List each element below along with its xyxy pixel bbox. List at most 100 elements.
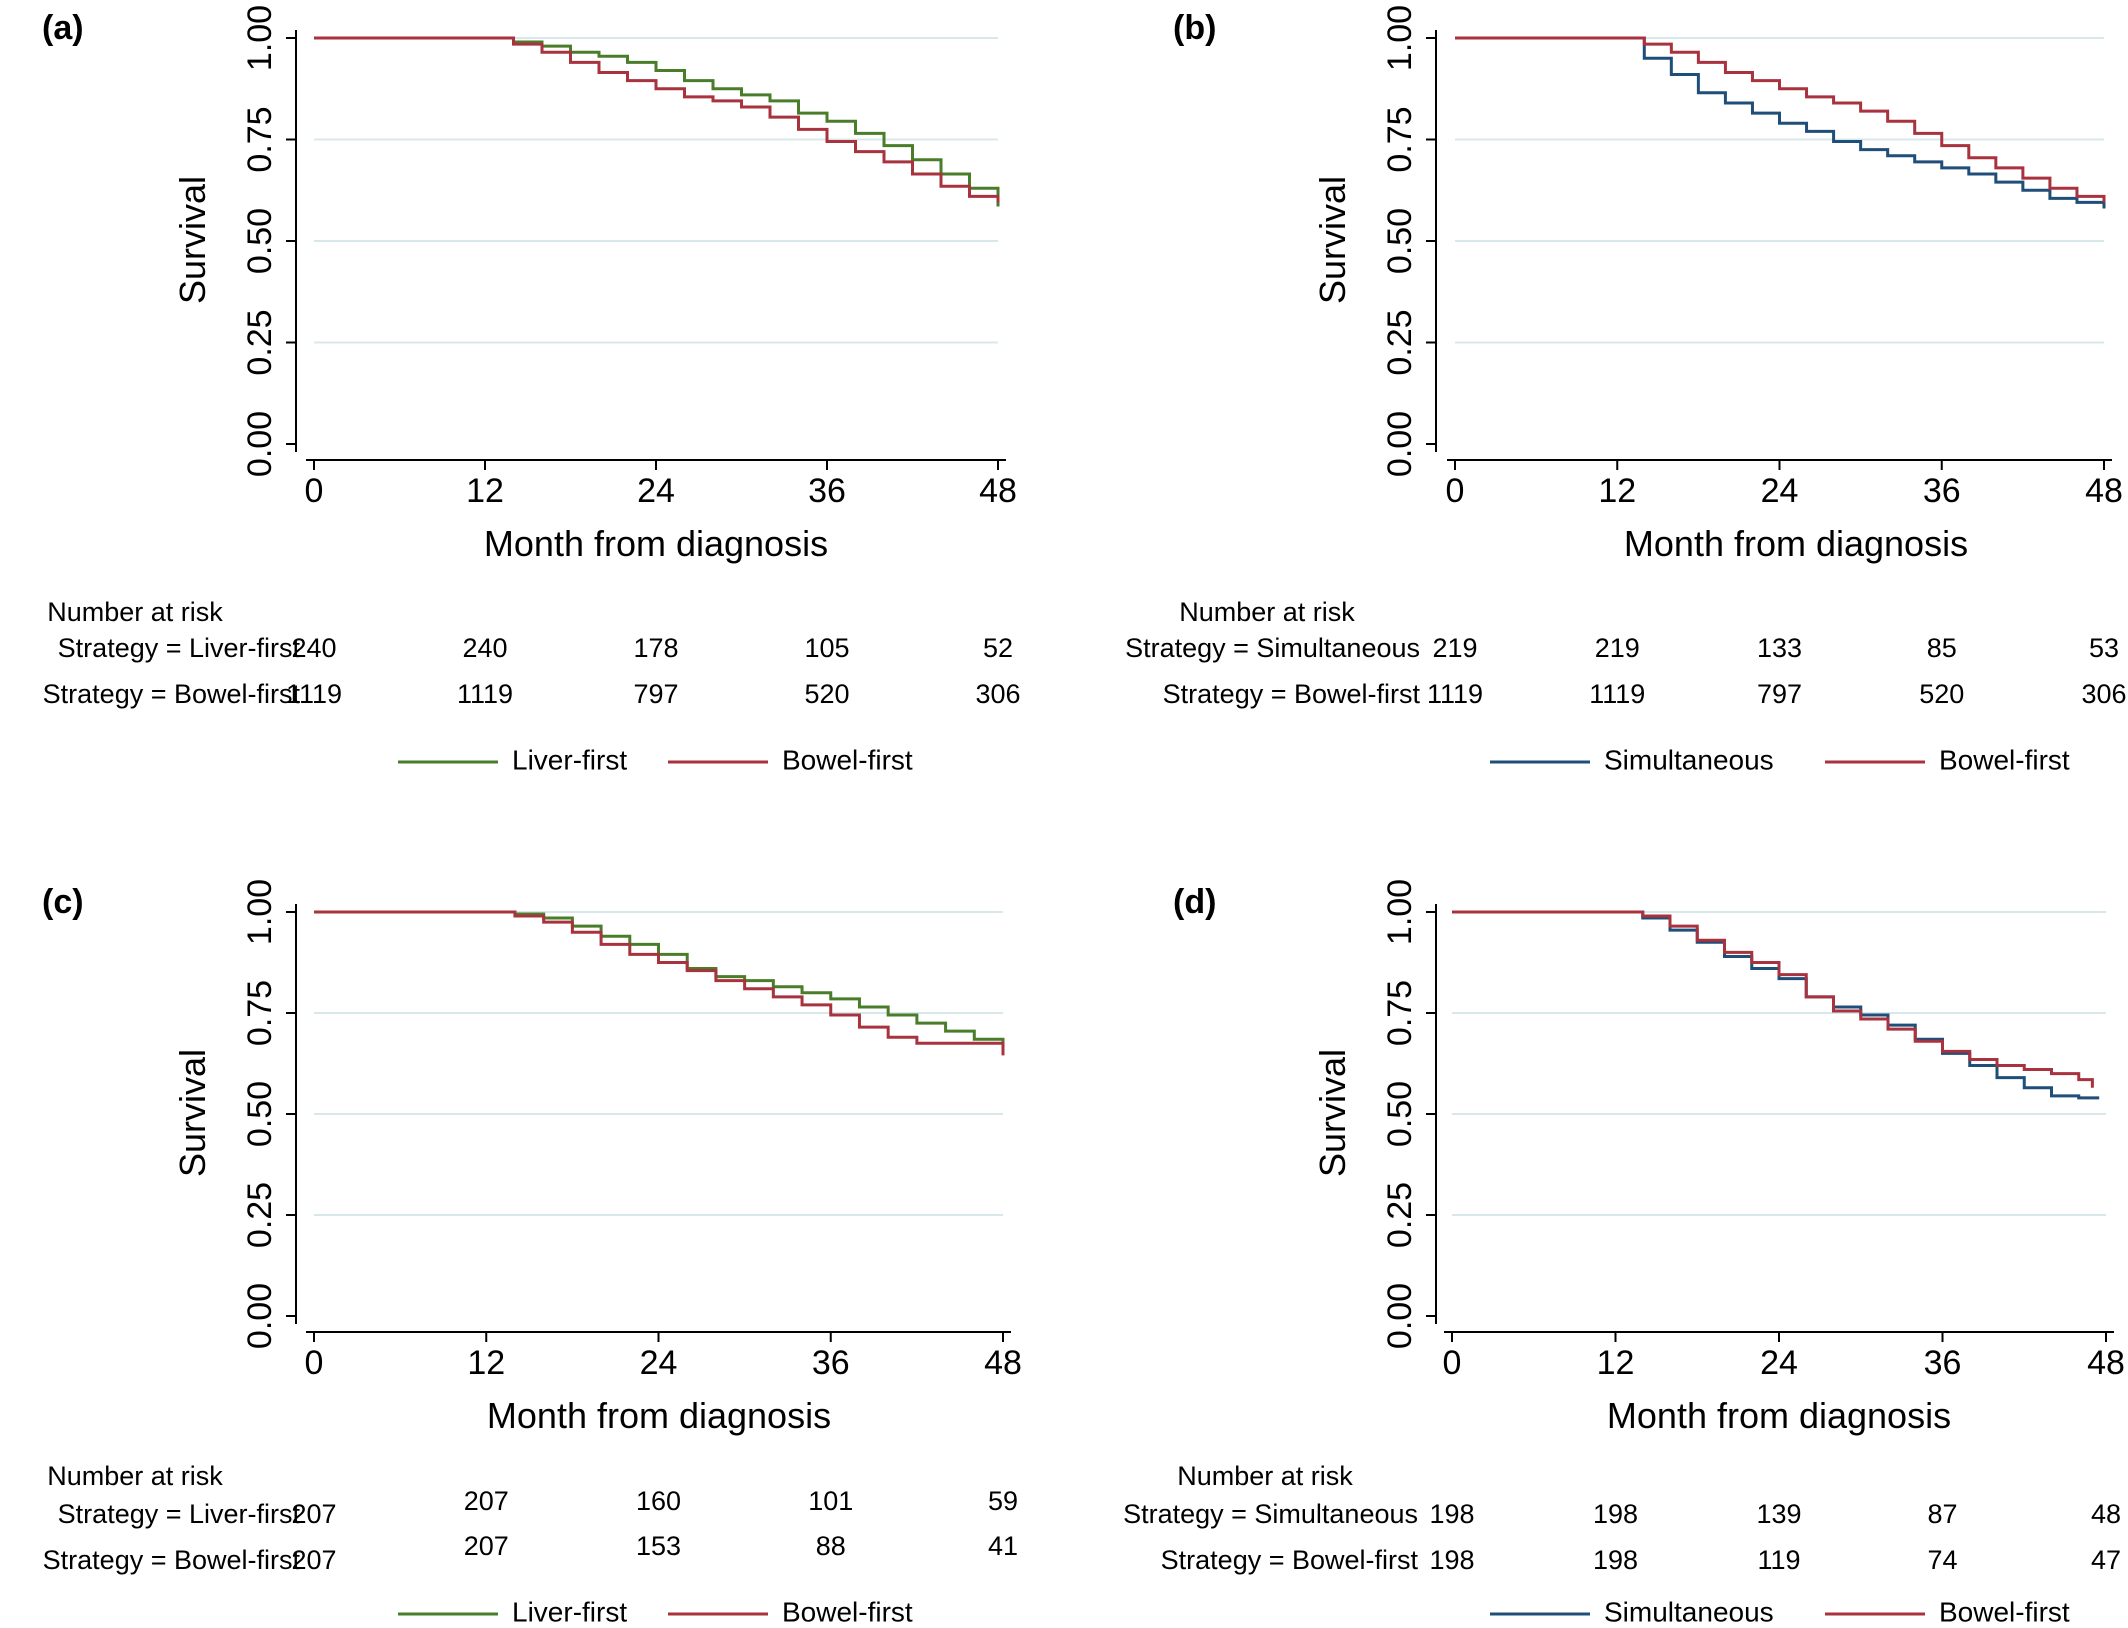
risk-count: 207 (291, 1545, 336, 1575)
risk-count: 153 (636, 1531, 681, 1561)
risk-count: 1119 (457, 679, 513, 709)
risk-count: 306 (2081, 679, 2126, 709)
risk-count: 1119 (1427, 679, 1483, 709)
y-tick-label: 0.50 (1381, 208, 1419, 274)
x-tick-label: 0 (1443, 1344, 1462, 1382)
legend-entry: Liver-first (512, 1596, 627, 1627)
legend-entry: Liver-first (512, 744, 627, 775)
x-tick-label: 24 (637, 472, 675, 510)
risk-count: 119 (1757, 1545, 1800, 1575)
risk-table-title: Number at risk (1177, 1461, 1353, 1491)
x-axis-title: Month from diagnosis (1607, 1395, 1951, 1436)
risk-count: 87 (1927, 1499, 1957, 1529)
panel-label: (c) (42, 883, 84, 921)
x-tick-label: 48 (979, 472, 1017, 510)
y-tick-label: 0.75 (1381, 106, 1419, 172)
y-axis-title: Survival (172, 1049, 213, 1177)
risk-count: 85 (1927, 633, 1957, 663)
x-tick-label: 36 (812, 1344, 850, 1382)
x-tick-label: 24 (1761, 472, 1799, 510)
risk-count: 198 (1429, 1499, 1474, 1529)
x-axis-title: Month from diagnosis (487, 1395, 831, 1436)
y-tick-label: 0.50 (241, 208, 279, 274)
risk-count: 240 (462, 633, 507, 663)
y-tick-label: 1.00 (241, 879, 279, 945)
y-tick-label: 0.25 (1381, 1182, 1419, 1248)
risk-row-label: Strategy = Liver-first (58, 1499, 301, 1529)
risk-count: 178 (633, 633, 678, 663)
risk-row-label: Strategy = Simultaneous (1125, 633, 1420, 663)
risk-count: 207 (291, 1499, 336, 1529)
risk-count: 139 (1756, 1499, 1801, 1529)
y-tick-label: 0.25 (241, 1182, 279, 1248)
risk-count: 198 (1593, 1545, 1638, 1575)
survival-curve-liver-first (314, 36, 1000, 207)
risk-count: 520 (804, 679, 849, 709)
y-tick-label: 0.75 (241, 106, 279, 172)
x-axis-title: Month from diagnosis (484, 523, 828, 564)
panel-c: (c) 0.00 0.25 0.50 0.75 1.00 0 12 24 36 48 Month fr… (42, 879, 1022, 1627)
risk-row-label: Strategy = Bowel-first (1161, 1545, 1419, 1575)
risk-count: 41 (988, 1531, 1018, 1561)
risk-row-label: Strategy = Simultaneous (1123, 1499, 1418, 1529)
x-tick-label: 12 (467, 1344, 505, 1382)
risk-count: 207 (464, 1486, 509, 1516)
panel-label: (b) (1173, 9, 1216, 47)
survival-curve-bowel-first (314, 910, 1005, 1056)
y-tick-label: 1.00 (1381, 879, 1419, 945)
x-tick-label: 36 (1923, 472, 1961, 510)
risk-count: 133 (1757, 633, 1802, 663)
x-tick-label: 36 (1924, 1344, 1962, 1382)
risk-count: 797 (1757, 679, 1802, 709)
risk-row-label: Strategy = Bowel-first (43, 1545, 301, 1575)
risk-count: 88 (816, 1531, 846, 1561)
x-tick-label: 24 (1760, 1344, 1798, 1382)
x-tick-label: 12 (1598, 472, 1636, 510)
risk-count: 101 (808, 1486, 853, 1516)
x-tick-label: 48 (2085, 472, 2123, 510)
y-tick-label: 0.00 (241, 411, 279, 477)
x-tick-label: 12 (1597, 1344, 1635, 1382)
legend-entry: Simultaneous (1604, 744, 1774, 775)
risk-row-label: Strategy = Bowel-first (43, 679, 301, 709)
risk-count: 219 (1595, 633, 1640, 663)
legend-entry: Bowel-first (782, 744, 913, 775)
y-tick-label: 1.00 (241, 5, 279, 71)
y-axis-title: Survival (1312, 176, 1353, 304)
risk-count: 306 (975, 679, 1020, 709)
y-tick-label: 0.75 (1381, 980, 1419, 1046)
y-tick-label: 0.50 (241, 1081, 279, 1147)
legend-entry: Bowel-first (782, 1596, 913, 1627)
risk-row-label: Strategy = Bowel-first (1163, 679, 1421, 709)
risk-count: 59 (988, 1486, 1018, 1516)
y-tick-label: 0.25 (241, 309, 279, 375)
risk-row-label: Strategy = Liver-first (58, 633, 301, 663)
risk-count: 198 (1593, 1499, 1638, 1529)
risk-count: 47 (2091, 1545, 2121, 1575)
risk-table-title: Number at risk (47, 1461, 223, 1491)
panel-label: (a) (42, 9, 84, 47)
panel-label: (d) (1173, 883, 1216, 921)
risk-count: 797 (633, 679, 678, 709)
panel-b: (b) 0.00 0.25 0.50 0.75 1.00 0 12 24 36 48 Month fr… (1125, 5, 2126, 775)
risk-count: 207 (464, 1531, 509, 1561)
y-tick-label: 1.00 (1381, 5, 1419, 71)
x-tick-label: 48 (2087, 1344, 2125, 1382)
x-tick-label: 0 (305, 1344, 324, 1382)
risk-table-title: Number at risk (1179, 597, 1355, 627)
risk-count: 52 (983, 633, 1013, 663)
panel-a: (a) 0.00 0.25 0.50 0.75 1.00 0 12 24 36 48 Month fr… (42, 5, 1021, 775)
x-tick-label: 0 (1446, 472, 1465, 510)
risk-count: 219 (1432, 633, 1477, 663)
legend-entry: Bowel-first (1939, 1596, 2070, 1627)
risk-count: 160 (636, 1486, 681, 1516)
y-axis-title: Survival (172, 176, 213, 304)
risk-count: 240 (291, 633, 336, 663)
survival-curve-simultaneous (1455, 36, 2106, 209)
x-tick-label: 36 (808, 472, 846, 510)
y-tick-label: 0.00 (241, 1283, 279, 1349)
y-axis-title: Survival (1312, 1049, 1353, 1177)
x-tick-label: 48 (984, 1344, 1022, 1382)
risk-count: 53 (2089, 633, 2119, 663)
